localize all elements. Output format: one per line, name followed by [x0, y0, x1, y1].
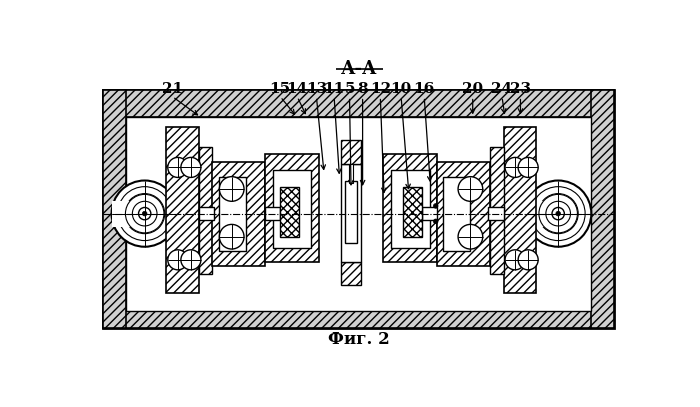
Bar — [213, 162, 265, 266]
Circle shape — [139, 208, 151, 220]
Bar — [384, 154, 438, 262]
Circle shape — [505, 158, 525, 177]
Circle shape — [433, 219, 438, 223]
Text: А-А: А-А — [340, 60, 377, 79]
Bar — [438, 162, 490, 266]
Circle shape — [552, 208, 564, 220]
Bar — [111, 201, 145, 227]
Circle shape — [142, 211, 147, 216]
Circle shape — [168, 250, 188, 270]
Text: 20: 20 — [462, 82, 483, 96]
Circle shape — [181, 250, 201, 270]
Bar — [103, 90, 126, 328]
Text: 21: 21 — [162, 82, 183, 96]
Circle shape — [546, 201, 570, 226]
Circle shape — [125, 195, 164, 233]
Bar — [265, 208, 280, 220]
Bar — [444, 177, 470, 251]
Circle shape — [219, 224, 244, 249]
Circle shape — [168, 158, 188, 177]
Text: 14: 14 — [286, 82, 308, 96]
Text: 24: 24 — [491, 82, 512, 96]
Text: 16: 16 — [414, 82, 435, 96]
Bar — [272, 170, 311, 248]
Circle shape — [219, 177, 244, 201]
Bar — [341, 164, 361, 262]
Circle shape — [518, 250, 538, 270]
Circle shape — [111, 181, 178, 247]
Bar — [167, 127, 199, 293]
Text: 8: 8 — [357, 82, 368, 96]
Bar — [103, 90, 615, 328]
Bar — [341, 140, 361, 164]
Text: Фиг. 2: Фиг. 2 — [328, 331, 390, 348]
Circle shape — [458, 177, 483, 201]
Circle shape — [433, 204, 438, 208]
Circle shape — [181, 158, 201, 177]
Circle shape — [525, 181, 592, 247]
Bar — [345, 181, 357, 243]
Bar — [488, 208, 503, 220]
Text: 10: 10 — [391, 82, 412, 96]
Text: 23: 23 — [510, 82, 531, 96]
Circle shape — [505, 250, 525, 270]
Bar — [422, 208, 438, 220]
Text: 11: 11 — [323, 82, 344, 96]
Circle shape — [518, 158, 538, 177]
Bar — [403, 187, 422, 238]
Bar — [126, 117, 592, 311]
Bar — [199, 147, 213, 274]
Bar — [490, 147, 503, 274]
Bar — [280, 187, 299, 238]
Circle shape — [556, 211, 561, 216]
Bar — [103, 311, 615, 328]
Circle shape — [458, 224, 483, 249]
Circle shape — [125, 194, 164, 234]
Bar — [218, 177, 246, 251]
Bar — [592, 90, 615, 328]
Bar — [199, 208, 214, 220]
Circle shape — [531, 187, 585, 241]
Bar — [349, 164, 354, 183]
Bar — [265, 154, 318, 262]
Bar — [503, 127, 536, 293]
Circle shape — [539, 195, 578, 233]
Bar — [391, 170, 430, 248]
Bar — [341, 262, 361, 285]
Bar — [525, 201, 558, 227]
Bar — [103, 90, 615, 117]
Text: 5: 5 — [344, 82, 355, 96]
Circle shape — [118, 187, 172, 241]
Circle shape — [132, 201, 157, 226]
Text: 15: 15 — [270, 82, 290, 96]
Circle shape — [538, 194, 578, 234]
Text: 13: 13 — [306, 82, 327, 96]
Text: 12: 12 — [370, 82, 391, 96]
